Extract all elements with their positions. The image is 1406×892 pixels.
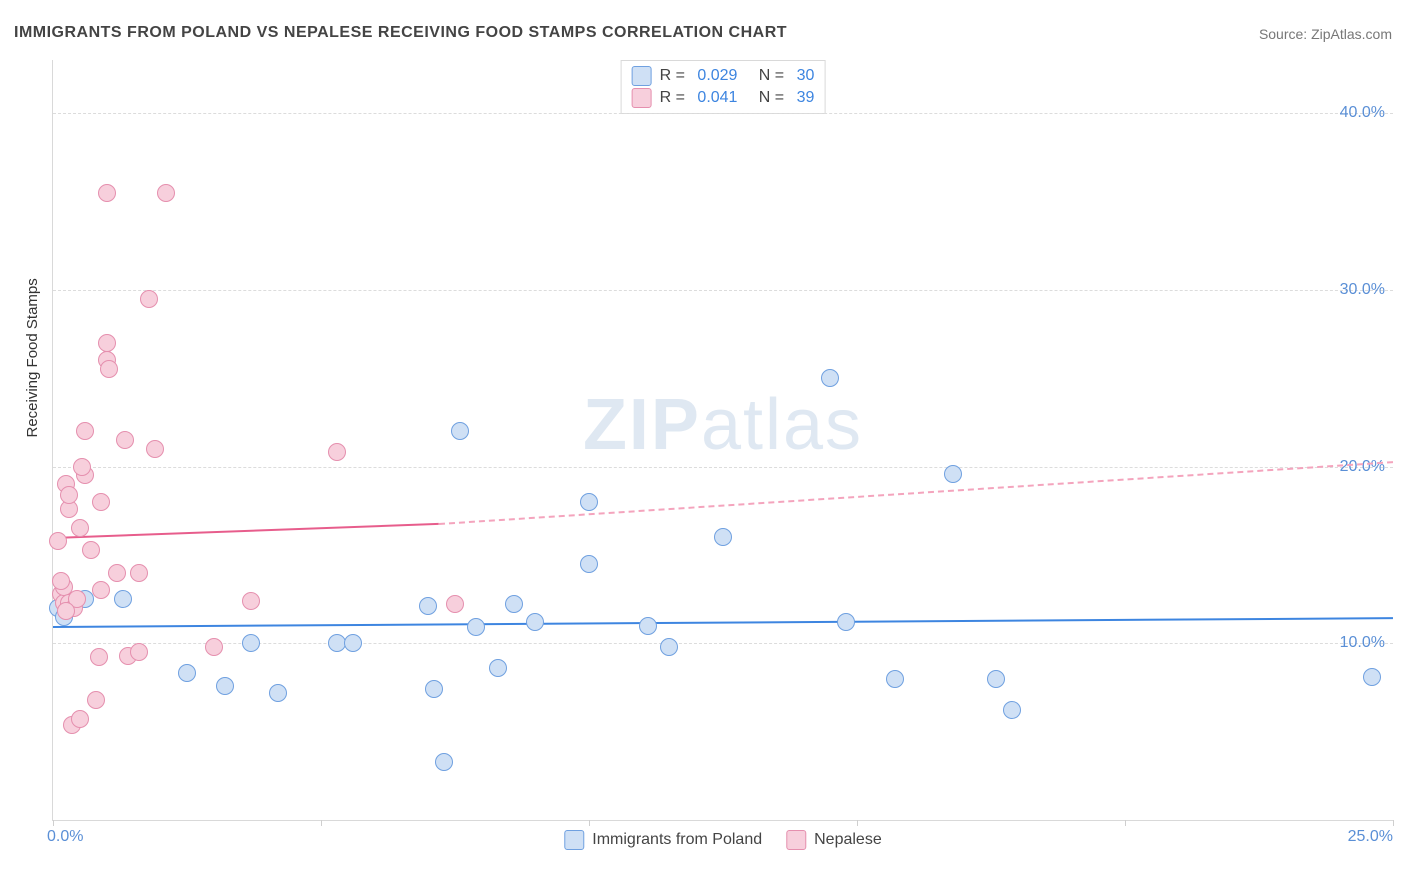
point-series1	[242, 634, 260, 652]
gridline	[53, 113, 1393, 114]
point-series2	[140, 290, 158, 308]
point-series1	[714, 528, 732, 546]
point-series1	[269, 684, 287, 702]
point-series2	[92, 493, 110, 511]
point-series2	[73, 458, 91, 476]
point-series2	[90, 648, 108, 666]
point-series1	[216, 677, 234, 695]
point-series1	[1003, 701, 1021, 719]
point-series1	[987, 670, 1005, 688]
point-series2	[146, 440, 164, 458]
point-series1	[344, 634, 362, 652]
r-label-1: R =	[660, 67, 690, 85]
point-series2	[60, 486, 78, 504]
point-series2	[130, 643, 148, 661]
point-series2	[76, 422, 94, 440]
point-series1	[821, 369, 839, 387]
plot-area: ZIPatlas R = 0.029 N = 30 R = 0.041 N = …	[52, 60, 1393, 821]
point-series1	[114, 590, 132, 608]
trendline	[439, 461, 1393, 525]
gridline	[53, 467, 1393, 468]
y-tick-label: 20.0%	[1340, 458, 1385, 476]
point-series2	[116, 431, 134, 449]
point-series1	[1363, 668, 1381, 686]
r-value-2: 0.041	[697, 89, 737, 107]
point-series1	[419, 597, 437, 615]
stats-row-series2: R = 0.041 N = 39	[632, 87, 815, 109]
watermark: ZIPatlas	[583, 384, 863, 466]
chart-container: IMMIGRANTS FROM POLAND VS NEPALESE RECEI…	[0, 0, 1406, 892]
point-series1	[639, 617, 657, 635]
x-tick-mark	[321, 820, 322, 826]
point-series1	[505, 595, 523, 613]
point-series2	[98, 334, 116, 352]
n-label-1: N =	[745, 67, 788, 85]
point-series1	[489, 659, 507, 677]
point-series2	[108, 564, 126, 582]
x-tick-mark	[589, 820, 590, 826]
point-series2	[100, 360, 118, 378]
y-tick-label: 10.0%	[1340, 634, 1385, 652]
legend-item-series2: Nepalese	[786, 830, 882, 850]
point-series1	[944, 465, 962, 483]
trendline	[53, 523, 439, 539]
y-tick-label: 40.0%	[1340, 104, 1385, 122]
point-series2	[49, 532, 67, 550]
x-tick-mark	[1393, 820, 1394, 826]
point-series2	[205, 638, 223, 656]
point-series2	[52, 572, 70, 590]
x-tick-mark	[857, 820, 858, 826]
point-series2	[446, 595, 464, 613]
point-series1	[886, 670, 904, 688]
point-series1	[435, 753, 453, 771]
x-tick-mark	[53, 820, 54, 826]
stats-row-series1: R = 0.029 N = 30	[632, 65, 815, 87]
watermark-thin: atlas	[701, 385, 863, 465]
y-axis-label: Receiving Food Stamps	[24, 278, 41, 437]
source-attribution: Source: ZipAtlas.com	[1259, 26, 1392, 42]
stats-legend-box: R = 0.029 N = 30 R = 0.041 N = 39	[621, 60, 826, 114]
point-series1	[425, 680, 443, 698]
x-tick-mark	[1125, 820, 1126, 826]
r-value-1: 0.029	[697, 67, 737, 85]
point-series2	[242, 592, 260, 610]
point-series2	[87, 691, 105, 709]
point-series1	[580, 555, 598, 573]
point-series2	[157, 184, 175, 202]
y-tick-label: 30.0%	[1340, 281, 1385, 299]
bottom-legend: Immigrants from Poland Nepalese	[564, 830, 881, 850]
chart-title: IMMIGRANTS FROM POLAND VS NEPALESE RECEI…	[14, 24, 787, 42]
legend-swatch-series2	[786, 830, 806, 850]
gridline	[53, 290, 1393, 291]
legend-swatch-series1	[564, 830, 584, 850]
swatch-series1	[632, 66, 652, 86]
point-series2	[328, 443, 346, 461]
point-series2	[71, 519, 89, 537]
x-tick-label: 0.0%	[47, 828, 83, 846]
swatch-series2	[632, 88, 652, 108]
point-series2	[98, 184, 116, 202]
n-label-2: N =	[745, 89, 788, 107]
n-value-1: 30	[797, 67, 815, 85]
point-series2	[71, 710, 89, 728]
point-series2	[82, 541, 100, 559]
legend-item-series1: Immigrants from Poland	[564, 830, 762, 850]
point-series1	[526, 613, 544, 631]
point-series2	[92, 581, 110, 599]
watermark-bold: ZIP	[583, 385, 701, 465]
n-value-2: 39	[797, 89, 815, 107]
legend-label-series2: Nepalese	[814, 831, 882, 849]
point-series1	[580, 493, 598, 511]
point-series1	[178, 664, 196, 682]
point-series1	[837, 613, 855, 631]
trendline	[53, 617, 1393, 628]
point-series2	[57, 602, 75, 620]
point-series2	[130, 564, 148, 582]
r-label-2: R =	[660, 89, 690, 107]
point-series1	[467, 618, 485, 636]
point-series1	[660, 638, 678, 656]
x-tick-label: 25.0%	[1348, 828, 1393, 846]
legend-label-series1: Immigrants from Poland	[592, 831, 762, 849]
point-series1	[451, 422, 469, 440]
